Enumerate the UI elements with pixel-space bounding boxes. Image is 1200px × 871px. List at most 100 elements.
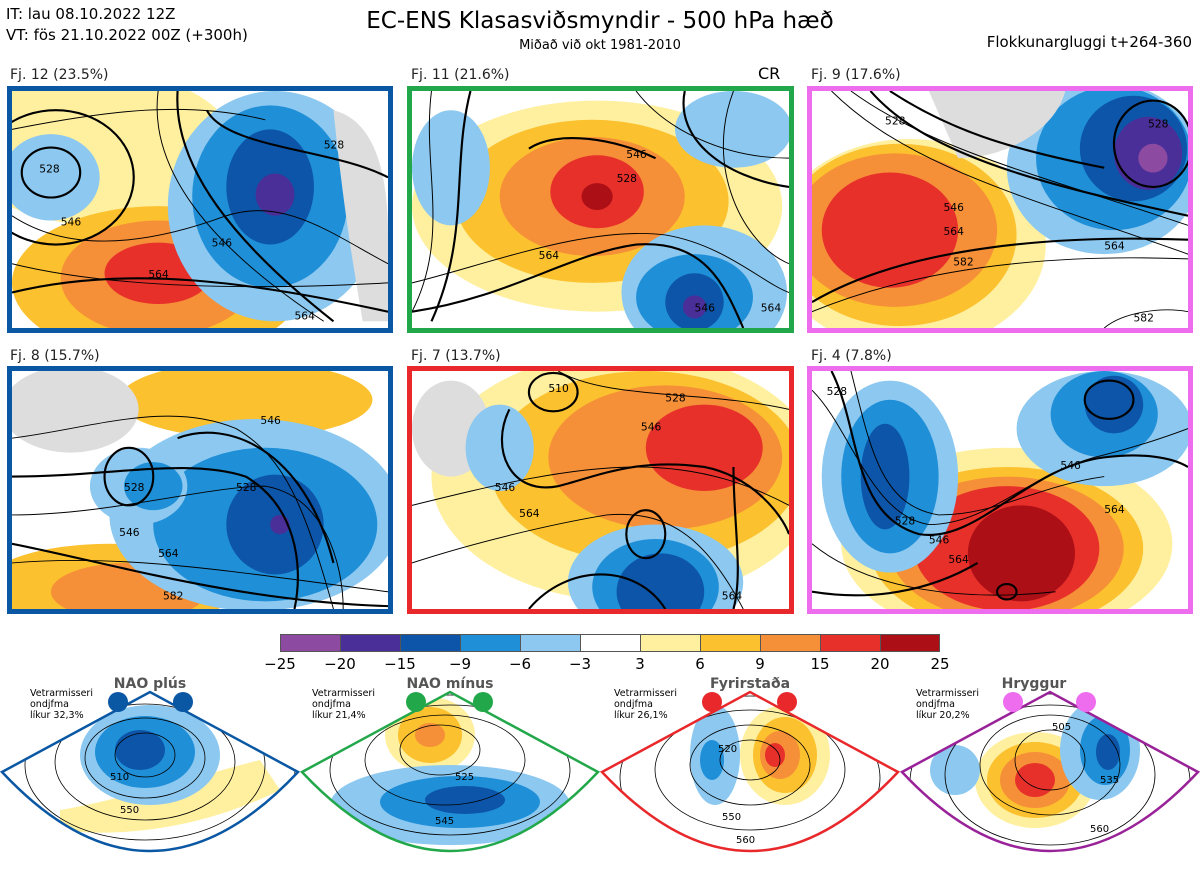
regime-info: Vetrarmisseri ondjfma líkur 20,2%: [916, 688, 979, 721]
contour-label: 528: [1148, 118, 1169, 131]
anomaly-map: 528 546 564 546 564 528: [812, 371, 1188, 609]
colorbar-tick: 15: [810, 655, 830, 673]
regime-contour: 525: [455, 772, 474, 783]
contour-label: 564: [148, 268, 169, 281]
contour-label: 546: [944, 201, 965, 214]
regime-name: NAO mínus: [406, 676, 494, 692]
regime-marker: [406, 692, 426, 712]
regime-contour: 550: [722, 812, 741, 823]
colorbar-tick: −15: [384, 655, 416, 673]
cluster-label: Fj. 8 (15.7%): [10, 348, 100, 364]
cluster-tag: CR: [758, 64, 781, 83]
contour-label: 564: [1104, 503, 1125, 516]
contour-label: 528: [827, 385, 848, 398]
regime-map-nao-plus: 510 550: [0, 690, 300, 853]
cluster-label: Fj. 7 (13.7%): [411, 348, 501, 364]
regime-contour: 535: [1100, 775, 1119, 786]
contour-label: 564: [948, 553, 969, 566]
colorbar: [280, 634, 940, 652]
colorbar-tick: 3: [635, 655, 645, 673]
contour-label: 564: [944, 225, 965, 238]
contour-label: 546: [695, 302, 716, 315]
regime-marker: [1003, 692, 1023, 712]
contour-label: 546: [626, 148, 647, 161]
regime-contour: 545: [435, 816, 454, 827]
contour-label: 528: [665, 392, 686, 405]
contour-label: 510: [548, 382, 569, 395]
colorbar-swatch: [460, 634, 520, 652]
regime-contour: 560: [1090, 824, 1109, 835]
regime-marker: [473, 692, 493, 712]
colorbar-tick: 9: [755, 655, 765, 673]
contour-label: 546: [495, 481, 516, 494]
colorbar-swatch: [580, 634, 640, 652]
colorbar-tick: −6: [508, 655, 532, 673]
contour-label: 528: [39, 163, 60, 176]
colorbar-tick: −3: [568, 655, 592, 673]
contour-label: 564: [519, 507, 540, 520]
regime-contour: 505: [1052, 722, 1071, 733]
regime-marker: [777, 692, 797, 712]
anomaly-map: 528 546 564 546 564: [412, 91, 789, 328]
colorbar-tick: −9: [448, 655, 472, 673]
regime-info: Vetrarmisseri ondjfma líkur 26,1%: [614, 688, 677, 721]
cluster-map-7: 510 528 546 564 546 564: [407, 366, 794, 614]
anomaly-map: 510 528 546 564 546 564: [412, 371, 789, 609]
colorbar-tick: −25: [264, 655, 296, 673]
valid-time: VT: fös 21.10.2022 00Z (+300h): [6, 26, 248, 44]
regime-name: NAO plús: [113, 676, 187, 692]
contour-label: 546: [61, 215, 82, 228]
contour-label: 546: [212, 237, 233, 250]
contour-label: 528: [617, 172, 638, 185]
colorbar-swatch: [760, 634, 820, 652]
contour-label: 582: [163, 589, 183, 602]
contour-label: 546: [1060, 459, 1081, 472]
contour-label: 546: [929, 534, 950, 547]
colorbar-swatch: [280, 634, 340, 652]
colorbar-swatch: [340, 634, 400, 652]
contour-label: 582: [953, 256, 973, 269]
colorbar-swatch: [640, 634, 700, 652]
colorbar-tick: −20: [324, 655, 356, 673]
cluster-label: Fj. 9 (17.6%): [811, 67, 901, 83]
regime-contour: 560: [736, 835, 755, 846]
regime-map-blocking: 520 550 560: [600, 690, 900, 853]
cluster-map-11: 528 546 564 546 564: [407, 86, 794, 333]
regime-map-ridge: 505 535 560: [900, 690, 1200, 853]
cluster-label: Fj. 12 (23.5%): [10, 67, 109, 83]
contour-label: 564: [761, 302, 782, 315]
page-subtitle: Miðað við okt 1981-2010: [519, 38, 681, 53]
contour-label: 546: [119, 526, 140, 539]
cluster-label: Fj. 4 (7.8%): [811, 348, 892, 364]
page-title: EC-ENS Klasasviðsmyndir - 500 hPa hæð: [366, 8, 834, 34]
cluster-map-12: 528 546 564 546 528 564: [7, 86, 393, 333]
regime-info: Vetrarmisseri ondjfma líkur 21,4%: [312, 688, 375, 721]
colorbar-tick: 25: [930, 655, 950, 673]
contour-label: 546: [641, 421, 662, 434]
regime-name: Fyrirstaða: [709, 676, 791, 692]
contour-label: 528: [124, 481, 145, 494]
regime-contour: 550: [120, 805, 139, 816]
contour-label: 582: [1133, 311, 1153, 324]
classification-window: Flokkunargluggi t+264-360: [986, 33, 1192, 51]
regime-map-nao-minus: 525 545 565: [300, 690, 600, 853]
colorbar-tick: 20: [870, 655, 890, 673]
regime-marker: [108, 692, 128, 712]
regime-name: Hryggur: [1001, 676, 1067, 692]
regime-info: Vetrarmisseri ondjfma líkur 32,3%: [30, 688, 93, 721]
colorbar-swatch: [820, 634, 880, 652]
anomaly-map: 528 546 564 582 582 528 564: [812, 91, 1188, 328]
anomaly-map: 528 546 564 582 546 528: [12, 371, 388, 609]
contour-label: 564: [539, 249, 560, 262]
cluster-map-9: 528 546 564 582 582 528 564: [807, 86, 1193, 333]
colorbar-ticks: −25 −20 −15 −9 −6 −3 3 6 9 15 20 25: [0, 655, 1200, 675]
contour-label: 564: [158, 547, 179, 560]
regime-marker: [702, 692, 722, 712]
contour-label: 528: [885, 115, 906, 128]
header-run-info: IT: lau 08.10.2022 12Z VT: fös 21.10.202…: [6, 4, 248, 46]
cluster-map-8: 528 546 564 582 546 528: [7, 366, 393, 614]
colorbar-swatch: [700, 634, 760, 652]
contour-label: 528: [236, 481, 257, 494]
colorbar-tick: 6: [695, 655, 705, 673]
contour-label: 564: [722, 589, 743, 602]
